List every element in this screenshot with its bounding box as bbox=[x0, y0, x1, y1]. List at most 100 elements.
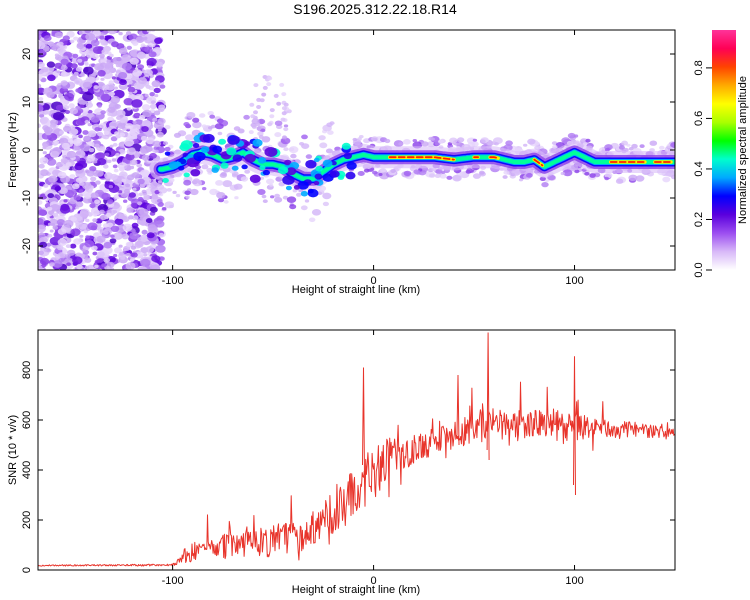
heatmap-cell bbox=[54, 254, 61, 260]
heatmap-cell bbox=[95, 170, 104, 177]
heatmap-cell bbox=[90, 176, 97, 182]
heatmap-cell bbox=[130, 245, 137, 250]
heatmap-cell bbox=[121, 62, 132, 71]
heatmap-cell bbox=[99, 53, 105, 59]
heatmap-cell bbox=[102, 84, 110, 91]
heatmap-cell bbox=[75, 66, 83, 72]
heatmap-cell bbox=[357, 171, 365, 176]
heatmap-cell bbox=[39, 117, 48, 124]
heatmap-cell bbox=[164, 151, 171, 156]
heatmap-cell bbox=[183, 172, 190, 178]
heatmap-cell bbox=[384, 138, 391, 144]
heatmap-cell bbox=[141, 120, 152, 128]
heatmap-cell bbox=[192, 121, 202, 129]
heatmap-cell bbox=[292, 189, 298, 193]
heatmap-cell bbox=[192, 143, 200, 148]
heatmap-cell bbox=[132, 120, 137, 125]
heatmap-cell bbox=[97, 70, 106, 77]
heatmap-cell bbox=[100, 93, 111, 102]
heatmap-cell bbox=[116, 109, 126, 117]
heatmap-cell bbox=[280, 137, 291, 145]
heatmap-cell bbox=[129, 232, 140, 240]
heatmap-cell bbox=[109, 144, 114, 148]
heatmap-cell bbox=[214, 123, 224, 130]
heatmap-cell bbox=[103, 130, 110, 135]
heatmap-cell bbox=[127, 80, 133, 85]
heatmap-cell bbox=[269, 183, 274, 187]
heatmap-cell bbox=[257, 157, 267, 164]
heatmap-cell bbox=[403, 139, 411, 145]
spectrogram-x-ticks: -100 0 100 bbox=[162, 30, 584, 287]
heatmap-cell bbox=[248, 130, 254, 135]
heatmap-cell bbox=[57, 222, 64, 227]
heatmap-cell bbox=[143, 36, 148, 40]
heatmap-cell bbox=[155, 244, 166, 253]
heatmap-cell bbox=[144, 46, 153, 53]
heatmap-cell bbox=[62, 249, 68, 254]
heatmap-cell bbox=[202, 187, 207, 191]
heatmap-cell bbox=[128, 147, 136, 153]
snr-spike bbox=[573, 356, 576, 496]
heatmap-cell bbox=[142, 253, 148, 257]
heatmap-cell bbox=[283, 124, 289, 128]
heatmap-cell bbox=[48, 175, 58, 183]
heatmap-cell bbox=[267, 76, 273, 81]
heatmap-cell bbox=[131, 222, 139, 228]
heatmap-cell bbox=[70, 216, 78, 222]
heatmap-cell bbox=[72, 134, 78, 140]
heatmap-cell bbox=[69, 243, 77, 249]
heatmap-cell bbox=[431, 167, 437, 172]
heatmap-cell bbox=[229, 169, 235, 174]
heatmap-ridge-core bbox=[388, 156, 455, 161]
heatmap-cell bbox=[38, 163, 45, 169]
heatmap-cell bbox=[71, 183, 80, 190]
heatmap-cell bbox=[146, 30, 152, 33]
heatmap-cell bbox=[60, 72, 67, 77]
heatmap-cell bbox=[110, 150, 117, 155]
heatmap-cell bbox=[126, 207, 134, 213]
heatmap-cell bbox=[84, 240, 95, 248]
heatmap-cell bbox=[49, 229, 54, 233]
heatmap-cell bbox=[341, 142, 351, 150]
heatmap-cell bbox=[288, 146, 299, 154]
heatmap-cell bbox=[100, 214, 107, 221]
x-tick-label: 0 bbox=[371, 275, 377, 287]
heatmap-cell bbox=[109, 95, 121, 104]
heatmap-cell bbox=[192, 178, 200, 184]
heatmap-cell bbox=[253, 83, 259, 88]
heatmap-cell bbox=[125, 153, 135, 161]
heatmap-cell bbox=[65, 110, 70, 114]
heatmap-cell bbox=[269, 114, 275, 119]
heatmap-cell bbox=[39, 257, 50, 266]
heatmap-cell bbox=[132, 187, 137, 191]
heatmap-cell bbox=[94, 143, 100, 148]
heatmap-cell bbox=[261, 136, 271, 143]
heatmap-cell bbox=[161, 207, 167, 211]
heatmap-cell bbox=[123, 199, 128, 203]
heatmap-cell bbox=[273, 93, 279, 98]
heatmap-cell bbox=[61, 142, 70, 150]
heatmap-cell bbox=[94, 264, 99, 269]
heatmap-cell bbox=[157, 117, 166, 125]
heatmap-cell bbox=[101, 263, 107, 268]
heatmap-cell bbox=[42, 151, 47, 155]
x-tick-label: 100 bbox=[565, 575, 583, 587]
heatmap-cell bbox=[119, 132, 126, 137]
heatmap-cell bbox=[60, 157, 68, 164]
heatmap-cell bbox=[180, 140, 193, 150]
snr-spike bbox=[362, 367, 365, 476]
heatmap-layer bbox=[38, 30, 675, 270]
heatmap-cell bbox=[274, 132, 282, 138]
colorbar-label: Normalized spectral amplitude bbox=[737, 76, 749, 224]
heatmap-cell bbox=[94, 127, 101, 132]
heatmap-cell bbox=[86, 264, 95, 270]
heatmap-cell bbox=[145, 137, 155, 145]
heatmap-cell bbox=[178, 165, 185, 171]
heatmap-cell bbox=[526, 173, 533, 178]
colorbar-tick-label: 0.8 bbox=[693, 60, 705, 75]
heatmap-cell bbox=[217, 197, 225, 203]
heatmap-cell bbox=[671, 174, 675, 180]
heatmap-cell bbox=[135, 36, 145, 43]
heatmap-cell bbox=[110, 267, 115, 270]
heatmap-cell bbox=[107, 199, 114, 205]
